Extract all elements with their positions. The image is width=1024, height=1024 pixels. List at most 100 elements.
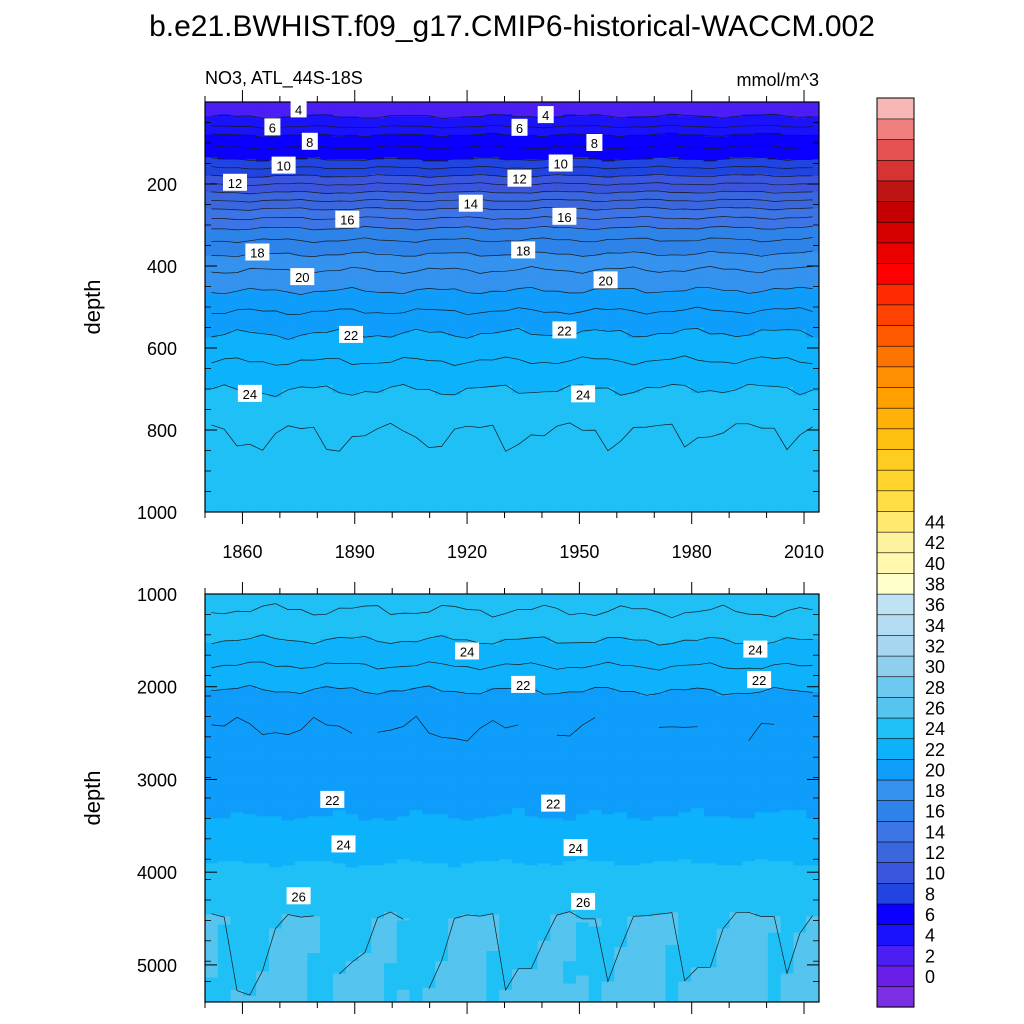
field-cell (320, 423, 334, 427)
field-cell (307, 411, 321, 415)
field-cell (320, 341, 334, 345)
field-cell (256, 140, 270, 144)
field-cell (512, 102, 526, 105)
field-cell (307, 239, 321, 242)
field-cell (396, 282, 411, 286)
field-cell (332, 300, 347, 304)
field-cell (268, 440, 283, 443)
field-cell (486, 276, 500, 279)
field-cell (205, 462, 219, 466)
field-cell (371, 483, 385, 486)
field-cell (396, 442, 411, 445)
field-cell (460, 165, 475, 169)
field-cell (268, 507, 283, 511)
field-cell (320, 389, 334, 392)
field-cell (499, 290, 513, 294)
field-cell (230, 380, 244, 384)
field-cell (371, 348, 385, 351)
field-cell (499, 350, 513, 353)
field-cell (358, 257, 372, 261)
field-cell (217, 194, 232, 197)
field-cell (294, 384, 308, 388)
field-cell (294, 263, 308, 267)
field-cell (320, 325, 334, 329)
field-cell (435, 436, 449, 439)
field-cell (448, 184, 462, 187)
field-cell (486, 110, 500, 113)
field-cell (256, 335, 270, 339)
field-cell (332, 440, 347, 443)
field-cell (396, 136, 411, 140)
field-cell (217, 366, 232, 370)
field-cell (435, 173, 449, 177)
field-cell (473, 214, 488, 218)
field-cell (499, 298, 513, 302)
field-cell (243, 323, 257, 327)
field-cell (499, 503, 513, 507)
field-cell (281, 323, 296, 327)
field-cell (332, 104, 347, 107)
field-cell (435, 495, 449, 499)
field-cell (448, 337, 462, 341)
field-cell (345, 509, 360, 512)
field-cell (358, 358, 372, 361)
field-cell (499, 138, 513, 142)
field-cell (320, 302, 334, 306)
field-cell (294, 122, 308, 126)
field-cell (320, 337, 334, 341)
field-cell (345, 403, 360, 406)
field-cell (512, 147, 526, 150)
field-cell (217, 475, 232, 478)
field-cell (409, 475, 424, 478)
field-cell (243, 302, 257, 306)
field-cell (512, 497, 526, 501)
field-cell (435, 501, 449, 505)
field-cell (422, 263, 436, 267)
field-cell (294, 143, 308, 146)
field-cell (499, 345, 513, 349)
field-cell (205, 169, 219, 173)
field-cell (294, 339, 308, 343)
field-cell (512, 483, 526, 486)
field-cell (294, 245, 308, 249)
field-cell (371, 466, 385, 470)
field-cell (256, 366, 270, 370)
field-cell (294, 233, 308, 236)
field-cell (460, 409, 475, 413)
field-cell (294, 188, 308, 191)
field-cell (499, 116, 513, 119)
field-cell (396, 212, 411, 216)
field-cell (332, 307, 347, 310)
field-cell (499, 149, 513, 152)
field-cell (422, 302, 436, 306)
field-cell (448, 214, 462, 218)
field-cell (243, 220, 257, 224)
field-cell (371, 138, 385, 142)
field-cell (256, 327, 270, 331)
field-cell (307, 181, 321, 185)
field-cell (345, 179, 360, 183)
field-cell (205, 110, 219, 113)
field-cell (448, 140, 462, 144)
field-cell (230, 372, 244, 376)
field-cell (358, 294, 372, 298)
field-cell (268, 495, 283, 499)
field-cell (460, 231, 475, 234)
field-cell (358, 255, 372, 259)
field-cell (358, 233, 372, 236)
field-cell (268, 358, 283, 361)
field-cell (422, 333, 436, 337)
field-cell (486, 497, 500, 501)
field-cell (448, 237, 462, 240)
field-cell (460, 227, 475, 230)
field-cell (460, 362, 475, 365)
field-cell (473, 114, 488, 117)
field-cell (371, 202, 385, 206)
field-cell (422, 286, 436, 290)
field-cell (371, 419, 385, 423)
field-cell (486, 116, 500, 119)
field-cell (294, 475, 308, 478)
field-cell (460, 220, 475, 224)
field-cell (256, 307, 270, 310)
field-cell (499, 415, 513, 419)
